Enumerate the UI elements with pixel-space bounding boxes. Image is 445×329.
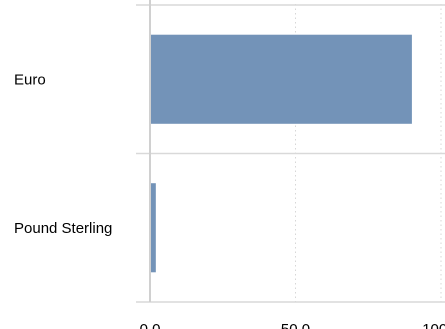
- y-tick-label: Euro: [14, 71, 46, 88]
- bars-layer: [150, 34, 412, 273]
- labels-layer: Euro Pound Sterling 0.0 50.0 100.0: [14, 71, 445, 329]
- x-tick-label: 50.0: [281, 321, 310, 329]
- bar-euro: [150, 34, 412, 124]
- y-tick-label: Pound Sterling: [14, 220, 112, 237]
- bar-pound-sterling: [150, 183, 156, 273]
- x-tick-label: 100.0: [422, 321, 445, 329]
- grid-layer: [136, 4, 445, 303]
- x-tick-label: 0.0: [140, 321, 161, 329]
